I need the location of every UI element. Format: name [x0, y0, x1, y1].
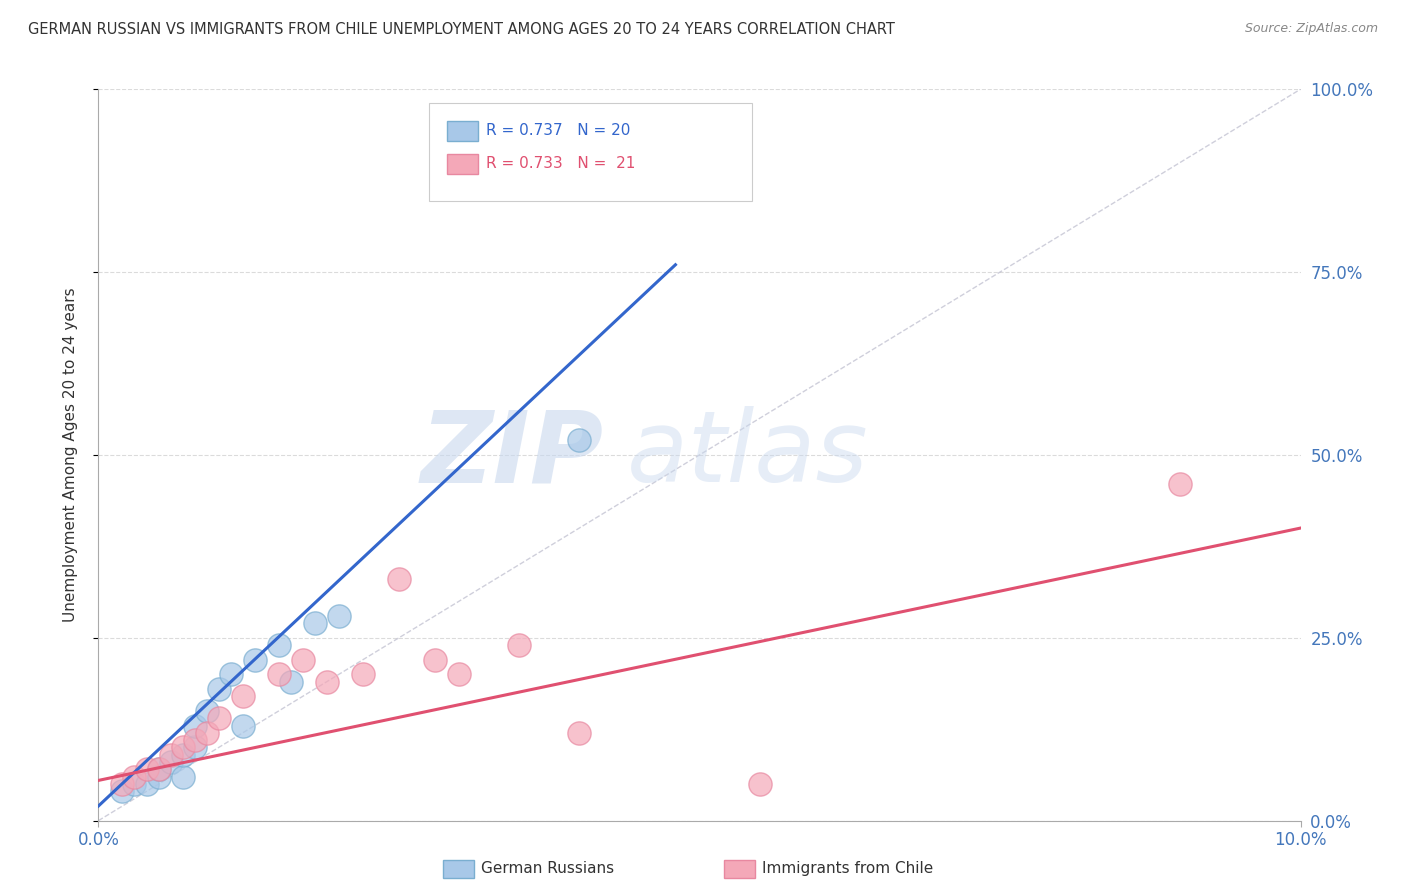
- Point: [315, 674, 337, 689]
- Text: German Russians: German Russians: [481, 862, 614, 876]
- Point: [111, 784, 134, 798]
- Point: [447, 667, 470, 681]
- Point: [124, 777, 146, 791]
- Text: R = 0.737   N = 20: R = 0.737 N = 20: [486, 123, 631, 137]
- Point: [195, 726, 218, 740]
- Text: Immigrants from Chile: Immigrants from Chile: [762, 862, 934, 876]
- Point: [183, 740, 205, 755]
- Point: [159, 755, 181, 769]
- Text: Source: ZipAtlas.com: Source: ZipAtlas.com: [1244, 22, 1378, 36]
- Point: [291, 653, 314, 667]
- Point: [267, 667, 290, 681]
- Point: [183, 718, 205, 732]
- Point: [568, 434, 591, 448]
- Point: [219, 667, 242, 681]
- Point: [183, 733, 205, 747]
- Point: [748, 777, 770, 791]
- Point: [172, 747, 194, 762]
- Point: [124, 770, 146, 784]
- Point: [148, 763, 170, 777]
- Point: [232, 690, 254, 704]
- Point: [172, 770, 194, 784]
- Point: [328, 608, 350, 623]
- Point: [568, 726, 591, 740]
- Y-axis label: Unemployment Among Ages 20 to 24 years: Unemployment Among Ages 20 to 24 years: [63, 287, 77, 623]
- Point: [135, 763, 157, 777]
- Point: [159, 747, 181, 762]
- Point: [352, 667, 374, 681]
- Point: [304, 616, 326, 631]
- Text: GERMAN RUSSIAN VS IMMIGRANTS FROM CHILE UNEMPLOYMENT AMONG AGES 20 TO 24 YEARS C: GERMAN RUSSIAN VS IMMIGRANTS FROM CHILE …: [28, 22, 896, 37]
- Point: [1170, 477, 1192, 491]
- Text: atlas: atlas: [627, 407, 869, 503]
- Point: [208, 681, 231, 696]
- Point: [208, 711, 231, 725]
- Point: [232, 718, 254, 732]
- Point: [267, 638, 290, 652]
- Text: ZIP: ZIP: [420, 407, 603, 503]
- Point: [148, 770, 170, 784]
- Point: [172, 740, 194, 755]
- Point: [508, 638, 530, 652]
- Point: [195, 704, 218, 718]
- Point: [135, 777, 157, 791]
- Point: [388, 572, 411, 586]
- Point: [280, 674, 302, 689]
- Point: [423, 653, 446, 667]
- Point: [111, 777, 134, 791]
- Text: R = 0.733   N =  21: R = 0.733 N = 21: [486, 156, 636, 170]
- Point: [243, 653, 266, 667]
- Point: [148, 763, 170, 777]
